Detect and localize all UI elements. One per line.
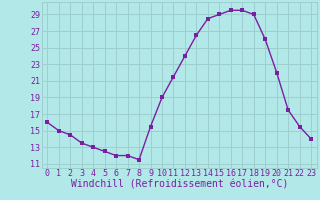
X-axis label: Windchill (Refroidissement éolien,°C): Windchill (Refroidissement éolien,°C) xyxy=(70,180,288,190)
